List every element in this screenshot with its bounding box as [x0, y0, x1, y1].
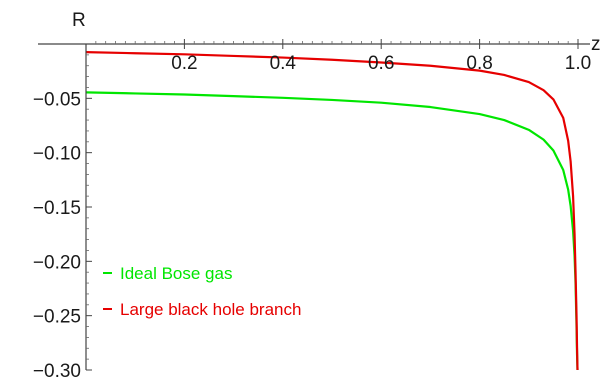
- x-tick-label: 0.4: [270, 53, 297, 74]
- legend: Ideal Bose gas Large black hole branch: [103, 264, 301, 319]
- y-tick-label: −0.10: [33, 144, 81, 165]
- y-minor-ticks: [86, 54, 89, 360]
- x-tick-label: 1.0: [565, 53, 591, 74]
- legend-label-large-black-hole-branch: Large black hole branch: [120, 300, 301, 319]
- series-line-ideal-bose-gas: [85, 91, 579, 371]
- x-tick-label: 0.2: [171, 53, 197, 74]
- x-minor-ticks: [95, 41, 569, 44]
- y-tick-labels: −0.05 −0.10 −0.15 −0.20 −0.25 −0.30: [33, 89, 92, 382]
- x-tick-label: 0.8: [466, 53, 492, 74]
- y-tick-label: −0.15: [33, 198, 81, 219]
- x-tick-labels: 0.2 0.4 0.6 0.8 1.0: [171, 39, 591, 74]
- y-tick-label: −0.25: [33, 307, 81, 328]
- series-line-large-black-hole-branch: [85, 51, 579, 371]
- plot-curves: [85, 51, 579, 371]
- legend-label-ideal-bose-gas: Ideal Bose gas: [120, 264, 232, 283]
- x-axis-label: z: [591, 34, 601, 55]
- x-tick-label: 0.6: [368, 53, 394, 74]
- y-axis-label: R: [72, 10, 86, 31]
- y-tick-label: −0.30: [33, 361, 81, 382]
- y-tick-label: −0.05: [33, 89, 81, 110]
- y-tick-label: −0.20: [33, 252, 81, 273]
